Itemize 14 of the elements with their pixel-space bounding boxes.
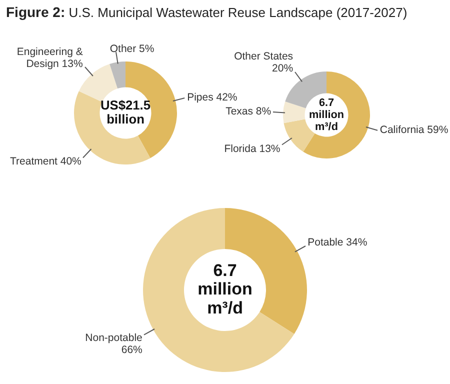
text: 6.7 million m³/d	[198, 260, 252, 318]
chart-title: Figure 2: U.S. Municipal Wastewater Reuse Landscape (2017-2027)	[6, 4, 408, 20]
slice-label: Potable 34%	[308, 236, 368, 249]
slice-label: Engineering & Design 13%	[16, 46, 83, 70]
slice-label: Non-potable 66%	[85, 332, 143, 356]
slice-label: Other 5%	[110, 43, 154, 56]
slice-label: Texas 8%	[226, 106, 272, 118]
slice-label: California 59%	[380, 124, 448, 136]
slice-label: Treatment 40%	[10, 156, 82, 168]
slice-label: Other States 20%	[234, 50, 294, 75]
text: 6.7 million m³/d	[309, 97, 344, 133]
slice-label: Florida 13%	[224, 142, 280, 155]
text: US$21.5 billion	[100, 97, 151, 127]
slice-label: Pipes 42%	[187, 92, 238, 104]
